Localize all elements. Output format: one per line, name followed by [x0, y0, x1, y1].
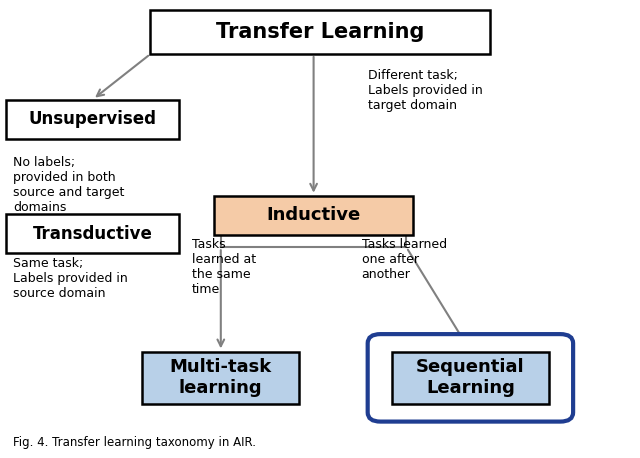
FancyBboxPatch shape	[6, 100, 179, 139]
Text: Transductive: Transductive	[33, 224, 153, 243]
Text: Fig. 4. Transfer learning taxonomy in AIR.: Fig. 4. Transfer learning taxonomy in AI…	[13, 436, 256, 449]
Text: Inductive: Inductive	[266, 206, 361, 224]
Text: Sequential
Learning: Sequential Learning	[416, 359, 525, 397]
Text: Tasks
learned at
the same
time: Tasks learned at the same time	[192, 238, 256, 296]
Text: Different task;
Labels provided in
target domain: Different task; Labels provided in targe…	[368, 69, 483, 112]
Text: Tasks learned
one after
another: Tasks learned one after another	[362, 238, 447, 281]
FancyBboxPatch shape	[214, 196, 413, 234]
Text: Same task;
Labels provided in
source domain: Same task; Labels provided in source dom…	[13, 257, 127, 300]
Text: Transfer Learning: Transfer Learning	[216, 22, 424, 42]
Text: No labels;
provided in both
source and target
domains: No labels; provided in both source and t…	[13, 156, 124, 214]
FancyBboxPatch shape	[150, 11, 490, 54]
FancyBboxPatch shape	[142, 352, 300, 404]
FancyBboxPatch shape	[367, 334, 573, 421]
Text: Multi-task
learning: Multi-task learning	[170, 359, 272, 397]
FancyBboxPatch shape	[392, 352, 549, 404]
Text: Unsupervised: Unsupervised	[29, 110, 157, 128]
FancyBboxPatch shape	[6, 214, 179, 253]
